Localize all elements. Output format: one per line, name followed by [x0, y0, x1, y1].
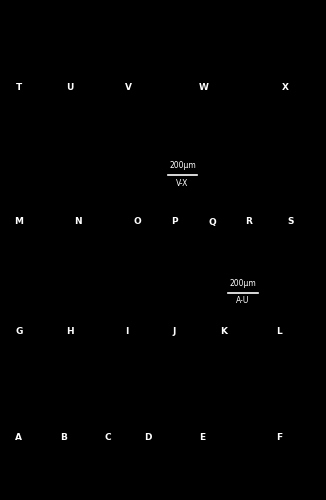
Text: J: J [173, 327, 176, 336]
Text: I: I [126, 327, 129, 336]
Text: X: X [282, 84, 289, 92]
Text: 200μm: 200μm [230, 278, 256, 287]
Text: A-U: A-U [236, 296, 250, 305]
Text: V-X: V-X [176, 178, 189, 188]
Text: 200μm: 200μm [169, 161, 196, 170]
Text: P: P [171, 218, 178, 226]
Text: H: H [66, 327, 74, 336]
Text: R: R [245, 218, 252, 226]
Text: Q: Q [208, 218, 216, 226]
Text: N: N [74, 218, 82, 226]
Text: G: G [15, 327, 22, 336]
Text: T: T [16, 84, 22, 92]
Text: A: A [15, 432, 22, 442]
Text: U: U [67, 84, 74, 92]
Text: E: E [199, 432, 205, 442]
Text: B: B [60, 432, 67, 442]
Text: W: W [199, 84, 209, 92]
Text: M: M [14, 218, 23, 226]
Text: F: F [276, 432, 282, 442]
Text: K: K [220, 327, 227, 336]
Text: V: V [125, 84, 132, 92]
Text: S: S [288, 218, 294, 226]
Text: D: D [144, 432, 152, 442]
Text: C: C [104, 432, 111, 442]
Text: O: O [133, 218, 141, 226]
Text: L: L [276, 327, 282, 336]
